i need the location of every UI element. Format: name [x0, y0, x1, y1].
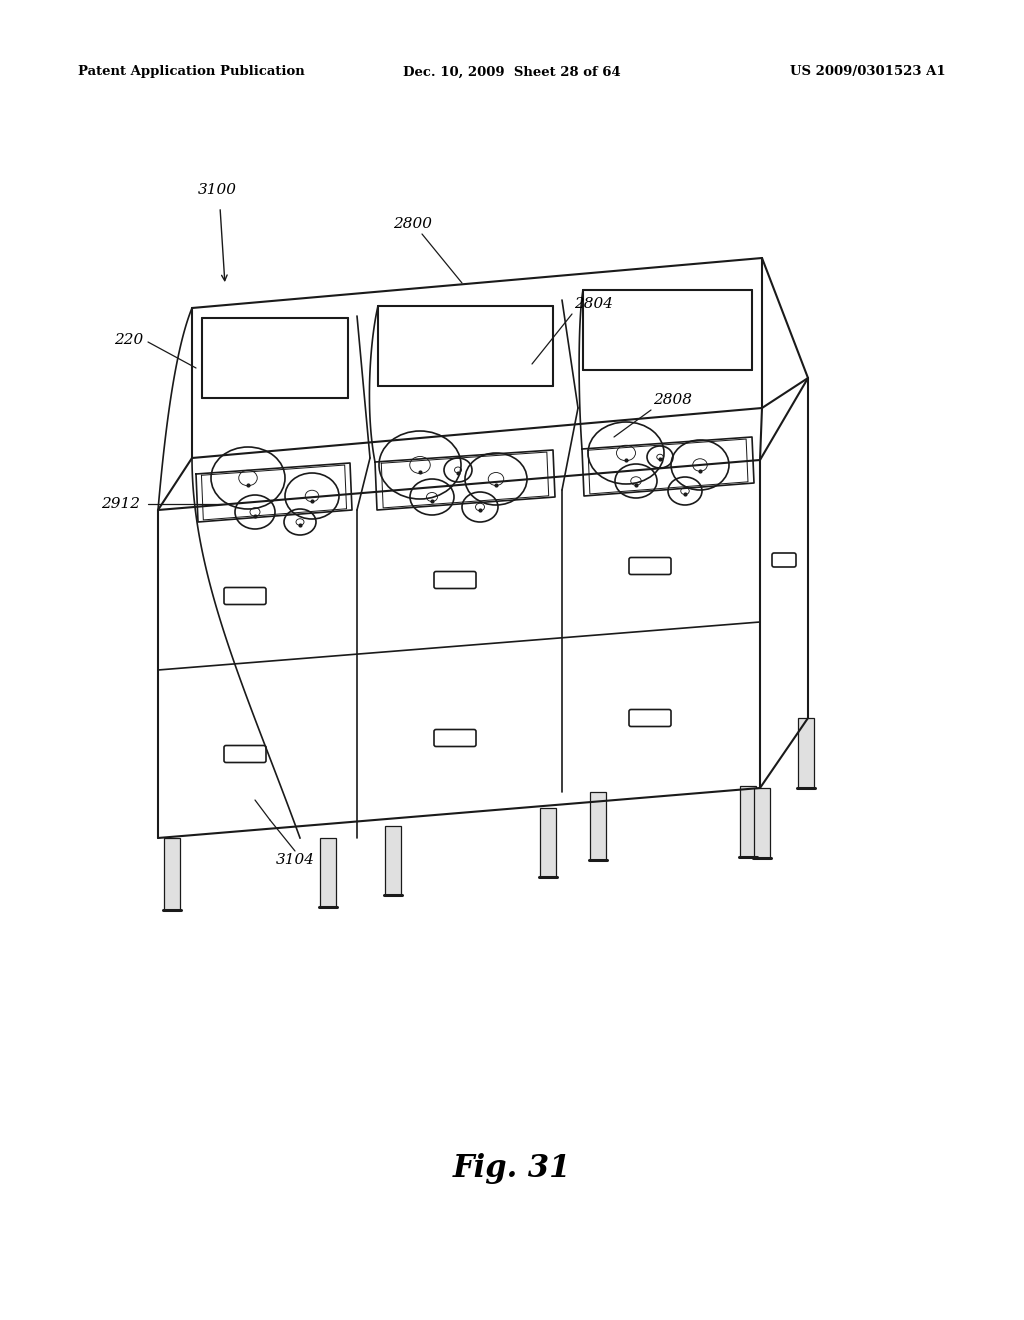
Text: Patent Application Publication: Patent Application Publication	[78, 66, 305, 78]
Text: US 2009/0301523 A1: US 2009/0301523 A1	[791, 66, 946, 78]
Text: 3104: 3104	[275, 853, 314, 867]
Text: Fig. 31: Fig. 31	[453, 1152, 571, 1184]
Text: 3100: 3100	[198, 183, 237, 197]
Bar	[164, 838, 180, 909]
Bar	[740, 785, 756, 857]
Bar	[754, 788, 770, 858]
Text: Dec. 10, 2009  Sheet 28 of 64: Dec. 10, 2009 Sheet 28 of 64	[403, 66, 621, 78]
Bar	[590, 792, 606, 861]
Bar	[540, 808, 556, 876]
Bar	[319, 838, 336, 907]
Bar	[385, 826, 401, 895]
Text: 2912: 2912	[101, 498, 140, 511]
Text: 2808: 2808	[653, 393, 692, 407]
Text: 220: 220	[114, 333, 143, 347]
Bar	[798, 718, 814, 788]
Text: 2804: 2804	[574, 297, 613, 312]
Text: 2800: 2800	[393, 216, 432, 231]
